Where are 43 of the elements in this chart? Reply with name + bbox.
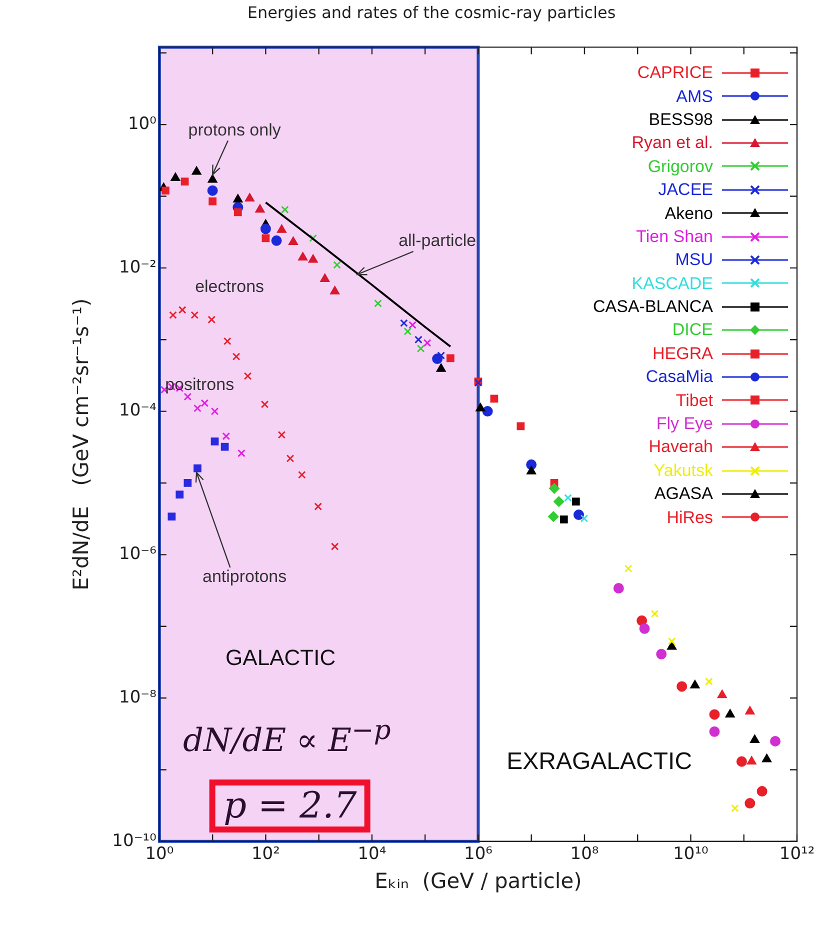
legend-label: KASCADE <box>632 272 713 295</box>
annotation: protons only <box>188 120 282 140</box>
outline-frame: p = 2.7 <box>209 780 371 833</box>
x-tick-label: 10⁸ <box>570 844 599 864</box>
legend-label: CasaMia <box>646 366 713 388</box>
legend-label: Ryan et al. <box>632 132 713 154</box>
x-tick-label: 10⁴ <box>358 844 386 864</box>
legend-label: BESS98 <box>648 108 713 131</box>
y-tick-label: 10⁻⁶ <box>119 544 157 564</box>
y-tick-label: 10⁰ <box>128 114 157 134</box>
y-tick-label: 10⁻⁴ <box>119 400 157 421</box>
legend-label: Grigorov <box>648 156 713 178</box>
annotation: EXRAGALACTIC <box>506 748 692 776</box>
legend-label: Tien Shan <box>636 226 713 248</box>
chart-title: Energies and rates of the cosmic-ray particles <box>247 2 616 22</box>
x-tick-label: 10¹² <box>779 844 815 864</box>
band-label: GALACTIC <box>226 644 336 670</box>
legend-label: Akeno <box>664 202 713 225</box>
legend-label: HiRes <box>666 506 713 529</box>
annotation: antiprotons <box>202 567 287 586</box>
legend-label: CASA-BLANCA <box>593 296 713 318</box>
legend-label: Tibet <box>676 390 713 412</box>
y-axis-title: E²dN/dE (GeV cm⁻²sr⁻¹s⁻¹) <box>69 298 94 590</box>
legend-label: Yakutsk <box>654 460 713 482</box>
legend-label: JACEE <box>658 179 713 202</box>
annotation: dN/dE ∝ E$^{−p}$ <box>183 714 391 758</box>
annotation: positrons <box>165 374 234 395</box>
x-axis-title: Eₖᵢₙ (GeV / particle) <box>374 868 582 893</box>
legend-label: HEGRA <box>652 342 713 365</box>
x-tick-label: 10⁶ <box>464 844 493 864</box>
legend-label: AGASA <box>654 483 713 506</box>
legend-label: Fly Eye <box>656 413 713 436</box>
legend-label: CAPRICE <box>637 62 713 84</box>
legend-label: AMS <box>676 86 713 108</box>
legend-label: MSU <box>675 249 713 272</box>
y-tick-label: 10⁻² <box>119 257 156 278</box>
legend-label: DICE <box>672 319 713 342</box>
legend-label: Haverah <box>648 436 713 458</box>
x-tick-label: 10¹⁰ <box>673 844 709 864</box>
annotation: all-particle <box>398 231 476 250</box>
x-tick-label: 10² <box>251 844 280 864</box>
y-tick-label: 10⁻⁸ <box>119 687 157 708</box>
annotation: electrons <box>195 277 264 298</box>
